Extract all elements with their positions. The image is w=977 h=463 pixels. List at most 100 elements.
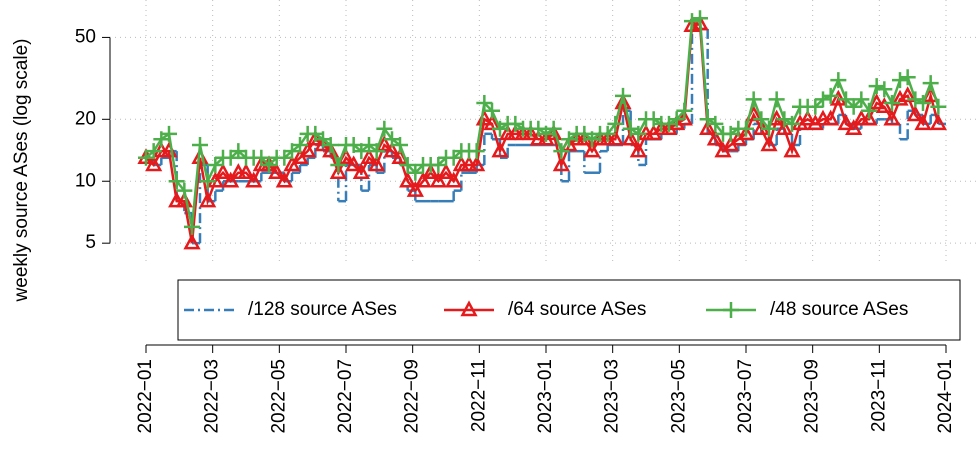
- plus-marker: [176, 182, 193, 199]
- plus-marker: [445, 149, 462, 166]
- plus-marker: [615, 87, 631, 104]
- triangle-marker: [875, 97, 893, 114]
- triangle-marker: [914, 114, 932, 131]
- plus-marker: [276, 149, 293, 166]
- triangle-marker: [345, 155, 363, 172]
- plus-marker: [476, 95, 493, 112]
- plus-marker: [753, 111, 770, 128]
- x-tick-label: 2023−09: [802, 359, 823, 434]
- plus-marker: [330, 156, 347, 173]
- plus-marker: [368, 143, 385, 160]
- triangle-marker: [629, 141, 647, 158]
- plus-marker: [207, 156, 224, 173]
- x-tick-label: 2023−11: [868, 359, 889, 432]
- triangle-marker: [299, 141, 317, 158]
- triangle-marker: [868, 93, 886, 110]
- triangle-marker: [899, 86, 917, 103]
- plus-marker: [430, 156, 447, 173]
- plus-marker: [822, 87, 839, 104]
- triangle-marker: [622, 129, 640, 146]
- plus-marker: [707, 115, 724, 132]
- plus-marker: [168, 173, 185, 190]
- triangle-marker: [414, 171, 432, 188]
- x-tick-label: 2022−11: [468, 359, 489, 432]
- triangle-marker: [383, 141, 401, 158]
- plus-marker: [222, 149, 239, 166]
- plus-marker: [892, 72, 908, 89]
- triangle-marker: [237, 163, 255, 179]
- plus-marker: [853, 91, 870, 108]
- x-tick-label: 2022−07: [335, 359, 356, 434]
- plus-marker: [745, 91, 762, 108]
- plus-marker: [392, 137, 408, 154]
- triangle-marker: [775, 119, 793, 135]
- triangle-marker: [199, 191, 217, 208]
- x-tick-label: 2022−03: [202, 359, 223, 434]
- plus-marker: [930, 98, 947, 115]
- x-tick-label: 2023−01: [535, 359, 556, 434]
- plus-marker: [868, 78, 885, 95]
- triangle-marker: [614, 93, 632, 110]
- legend-box: [177, 279, 961, 341]
- plus-marker: [253, 149, 270, 166]
- plus-marker: [230, 143, 247, 160]
- triangle-marker: [468, 155, 486, 172]
- plus-marker: [184, 218, 200, 235]
- plus-marker: [322, 137, 339, 154]
- plus-marker: [192, 137, 208, 154]
- triangle-marker: [368, 155, 386, 172]
- x-tick-label: 2022−01: [135, 359, 156, 434]
- plus-marker: [684, 13, 700, 30]
- plus-marker: [692, 10, 708, 27]
- triangle-marker: [429, 171, 447, 188]
- legend: /128 source ASes/64 source ASes/48 sourc…: [177, 279, 961, 341]
- triangle-marker: [583, 141, 601, 158]
- triangle-marker: [552, 155, 570, 172]
- plus-marker: [915, 95, 931, 112]
- legend-marker: [460, 300, 478, 317]
- legend-label: /64 source ASes: [508, 299, 646, 320]
- plus-marker: [738, 120, 754, 137]
- plus-marker: [545, 120, 562, 137]
- triangle-marker: [883, 109, 901, 126]
- triangle-marker: [183, 233, 201, 250]
- triangle-marker: [360, 148, 378, 165]
- plus-marker: [907, 91, 924, 108]
- plus-marker: [807, 98, 824, 115]
- legend-label: /128 source ASes: [248, 299, 397, 320]
- plus-marker: [399, 156, 416, 173]
- triangle-marker: [352, 163, 370, 179]
- plus-marker: [784, 115, 800, 132]
- triangle-marker: [268, 163, 286, 179]
- triangle-marker: [491, 141, 509, 158]
- y-tick-label: 20: [75, 108, 96, 129]
- plus-marker: [838, 91, 854, 108]
- triangle-marker: [437, 163, 455, 179]
- triangle-marker: [222, 171, 240, 188]
- x-tick-label: 2022−05: [268, 359, 289, 434]
- triangle-marker: [699, 119, 717, 135]
- y-tick-label: 5: [85, 232, 96, 253]
- triangle-marker: [406, 181, 424, 197]
- plus-marker: [553, 143, 570, 160]
- triangle-marker: [422, 163, 440, 179]
- triangle-marker: [522, 124, 540, 141]
- plus-marker: [199, 173, 216, 190]
- triangle-marker: [783, 141, 801, 158]
- triangle-marker: [399, 171, 417, 188]
- triangle-marker: [706, 129, 724, 146]
- plus-marker: [884, 95, 900, 112]
- plus-marker: [668, 111, 685, 128]
- y-axis-label: weekly source ASes (log scale): [11, 39, 32, 303]
- triangle-marker: [329, 163, 347, 179]
- plus-marker: [484, 102, 500, 119]
- plus-marker: [376, 120, 393, 137]
- x-tick-label: 2023−03: [602, 359, 623, 434]
- triangle-marker: [760, 135, 778, 152]
- triangle-marker: [275, 171, 293, 188]
- plus-marker: [145, 143, 162, 160]
- plus-marker: [261, 156, 277, 173]
- x-tick-label: 2023−05: [668, 359, 689, 434]
- plus-marker: [599, 125, 616, 142]
